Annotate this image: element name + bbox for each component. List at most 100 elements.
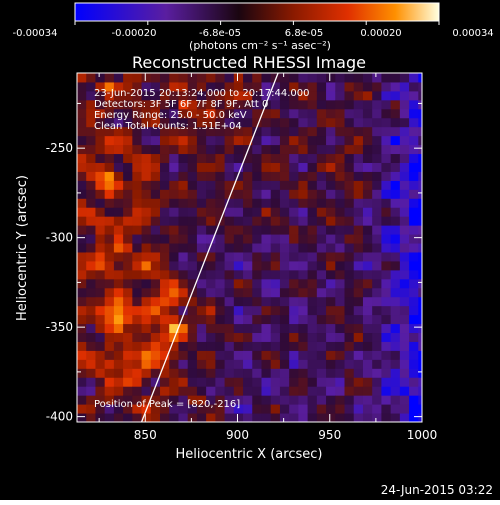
heatmap-cell xyxy=(409,332,419,342)
heatmap-cell xyxy=(160,144,170,155)
heatmap-cell xyxy=(113,395,124,405)
heatmap-cell xyxy=(335,90,346,101)
heatmap-cell xyxy=(113,386,124,396)
heatmap-cell xyxy=(399,314,410,325)
heatmap-cell xyxy=(178,144,189,155)
heatmap-cell xyxy=(381,314,392,325)
heatmap-cell xyxy=(362,117,373,128)
heatmap-cell xyxy=(316,269,327,280)
heatmap-cell xyxy=(178,225,189,235)
heatmap-cell xyxy=(104,243,115,253)
heatmap-cell xyxy=(335,162,346,172)
heatmap-cell xyxy=(409,269,419,280)
heatmap-cell xyxy=(95,171,106,181)
heatmap-cell xyxy=(169,278,179,289)
heatmap-cell xyxy=(123,90,133,101)
heatmap-cell xyxy=(307,314,318,325)
heatmap-cell xyxy=(390,126,401,137)
heatmap-cell xyxy=(372,171,382,181)
heatmap-cell xyxy=(160,135,170,146)
chart-title: Reconstructed RHESSI Image xyxy=(132,53,366,72)
heatmap-cell xyxy=(187,341,198,351)
heatmap-cell xyxy=(178,278,189,289)
heatmap-cell xyxy=(353,341,364,351)
heatmap-cell xyxy=(77,350,87,360)
heatmap-cell xyxy=(252,153,262,163)
heatmap-cell xyxy=(77,81,87,92)
heatmap-cell xyxy=(390,332,401,342)
heatmap-cell xyxy=(344,126,355,137)
heatmap-cell xyxy=(289,135,299,146)
heatmap-cell xyxy=(215,99,226,110)
heatmap-cell xyxy=(372,287,382,298)
heatmap-cell xyxy=(270,198,281,208)
heatmap-cell xyxy=(298,350,309,360)
heatmap-cell xyxy=(362,198,373,208)
heatmap-cell xyxy=(279,162,290,172)
heatmap-cell xyxy=(104,117,115,128)
colorbar-ticks: -0.00034 -0.00020 -6.8e-05 6.8e-05 0.00020 0.… xyxy=(13,21,494,39)
heatmap-cell xyxy=(104,189,115,199)
heatmap-cell xyxy=(233,323,244,334)
heatmap-cell xyxy=(335,377,346,387)
heatmap-cell xyxy=(95,386,106,396)
heatmap-cell xyxy=(132,368,143,378)
heatmap-cell xyxy=(344,413,355,422)
heatmap-cell xyxy=(178,234,189,244)
heatmap-cell xyxy=(233,189,244,199)
heatmap-cell xyxy=(196,81,207,92)
heatmap-cell xyxy=(104,413,115,422)
heatmap-cell xyxy=(381,296,392,307)
heatmap-cell xyxy=(418,207,422,217)
heatmap-cell xyxy=(77,296,87,307)
heatmap-cell xyxy=(390,305,401,316)
heatmap-cell xyxy=(178,395,189,405)
heatmap-cell xyxy=(215,117,226,128)
heatmap-cell xyxy=(141,377,152,387)
heatmap-cell xyxy=(390,207,401,217)
heatmap-cell xyxy=(123,108,133,119)
heatmap-cell xyxy=(307,305,318,316)
heatmap-cell xyxy=(150,332,161,342)
heatmap-cell xyxy=(77,117,87,128)
heatmap-cell xyxy=(326,90,336,101)
heatmap-cell xyxy=(353,207,364,217)
heatmap-cell xyxy=(86,99,96,110)
annotation-energy: Energy Range: 25.0 - 50.0 keV xyxy=(94,110,247,121)
heatmap-cell xyxy=(270,296,281,307)
heatmap-cell xyxy=(289,126,299,137)
heatmap-cell xyxy=(104,287,115,298)
heatmap-cell xyxy=(123,404,133,414)
heatmap-cell xyxy=(150,314,161,325)
heatmap-cell xyxy=(233,278,244,289)
heatmap-cell xyxy=(132,135,143,146)
heatmap-cell xyxy=(169,81,179,92)
heatmap-cell xyxy=(224,135,235,146)
heatmap-cell xyxy=(178,314,189,325)
heatmap-cell xyxy=(196,144,207,155)
heatmap-cell xyxy=(141,341,152,351)
heatmap-cell xyxy=(409,296,419,307)
heatmap-cell xyxy=(381,323,392,334)
heatmap-cell xyxy=(298,81,309,92)
heatmap-cell xyxy=(224,269,235,280)
heatmap-cell xyxy=(270,117,281,128)
heatmap-cell xyxy=(261,314,272,325)
heatmap-cell xyxy=(233,144,244,155)
heatmap-cell xyxy=(224,251,235,262)
heatmap-cell xyxy=(141,234,152,244)
heatmap-cell xyxy=(270,126,281,137)
heatmap-cell xyxy=(178,108,189,119)
heatmap-cell xyxy=(233,350,244,360)
heatmap-cell xyxy=(150,323,161,334)
heatmap-cell xyxy=(132,404,143,414)
heatmap-cell xyxy=(178,126,189,137)
heatmap-cell xyxy=(326,81,336,92)
heatmap-cell xyxy=(141,296,152,307)
heatmap-cell xyxy=(169,243,179,253)
heatmap-cell xyxy=(326,153,336,163)
heatmap-cell xyxy=(233,260,244,271)
heatmap-cell xyxy=(279,117,290,128)
heatmap-cell xyxy=(298,243,309,253)
